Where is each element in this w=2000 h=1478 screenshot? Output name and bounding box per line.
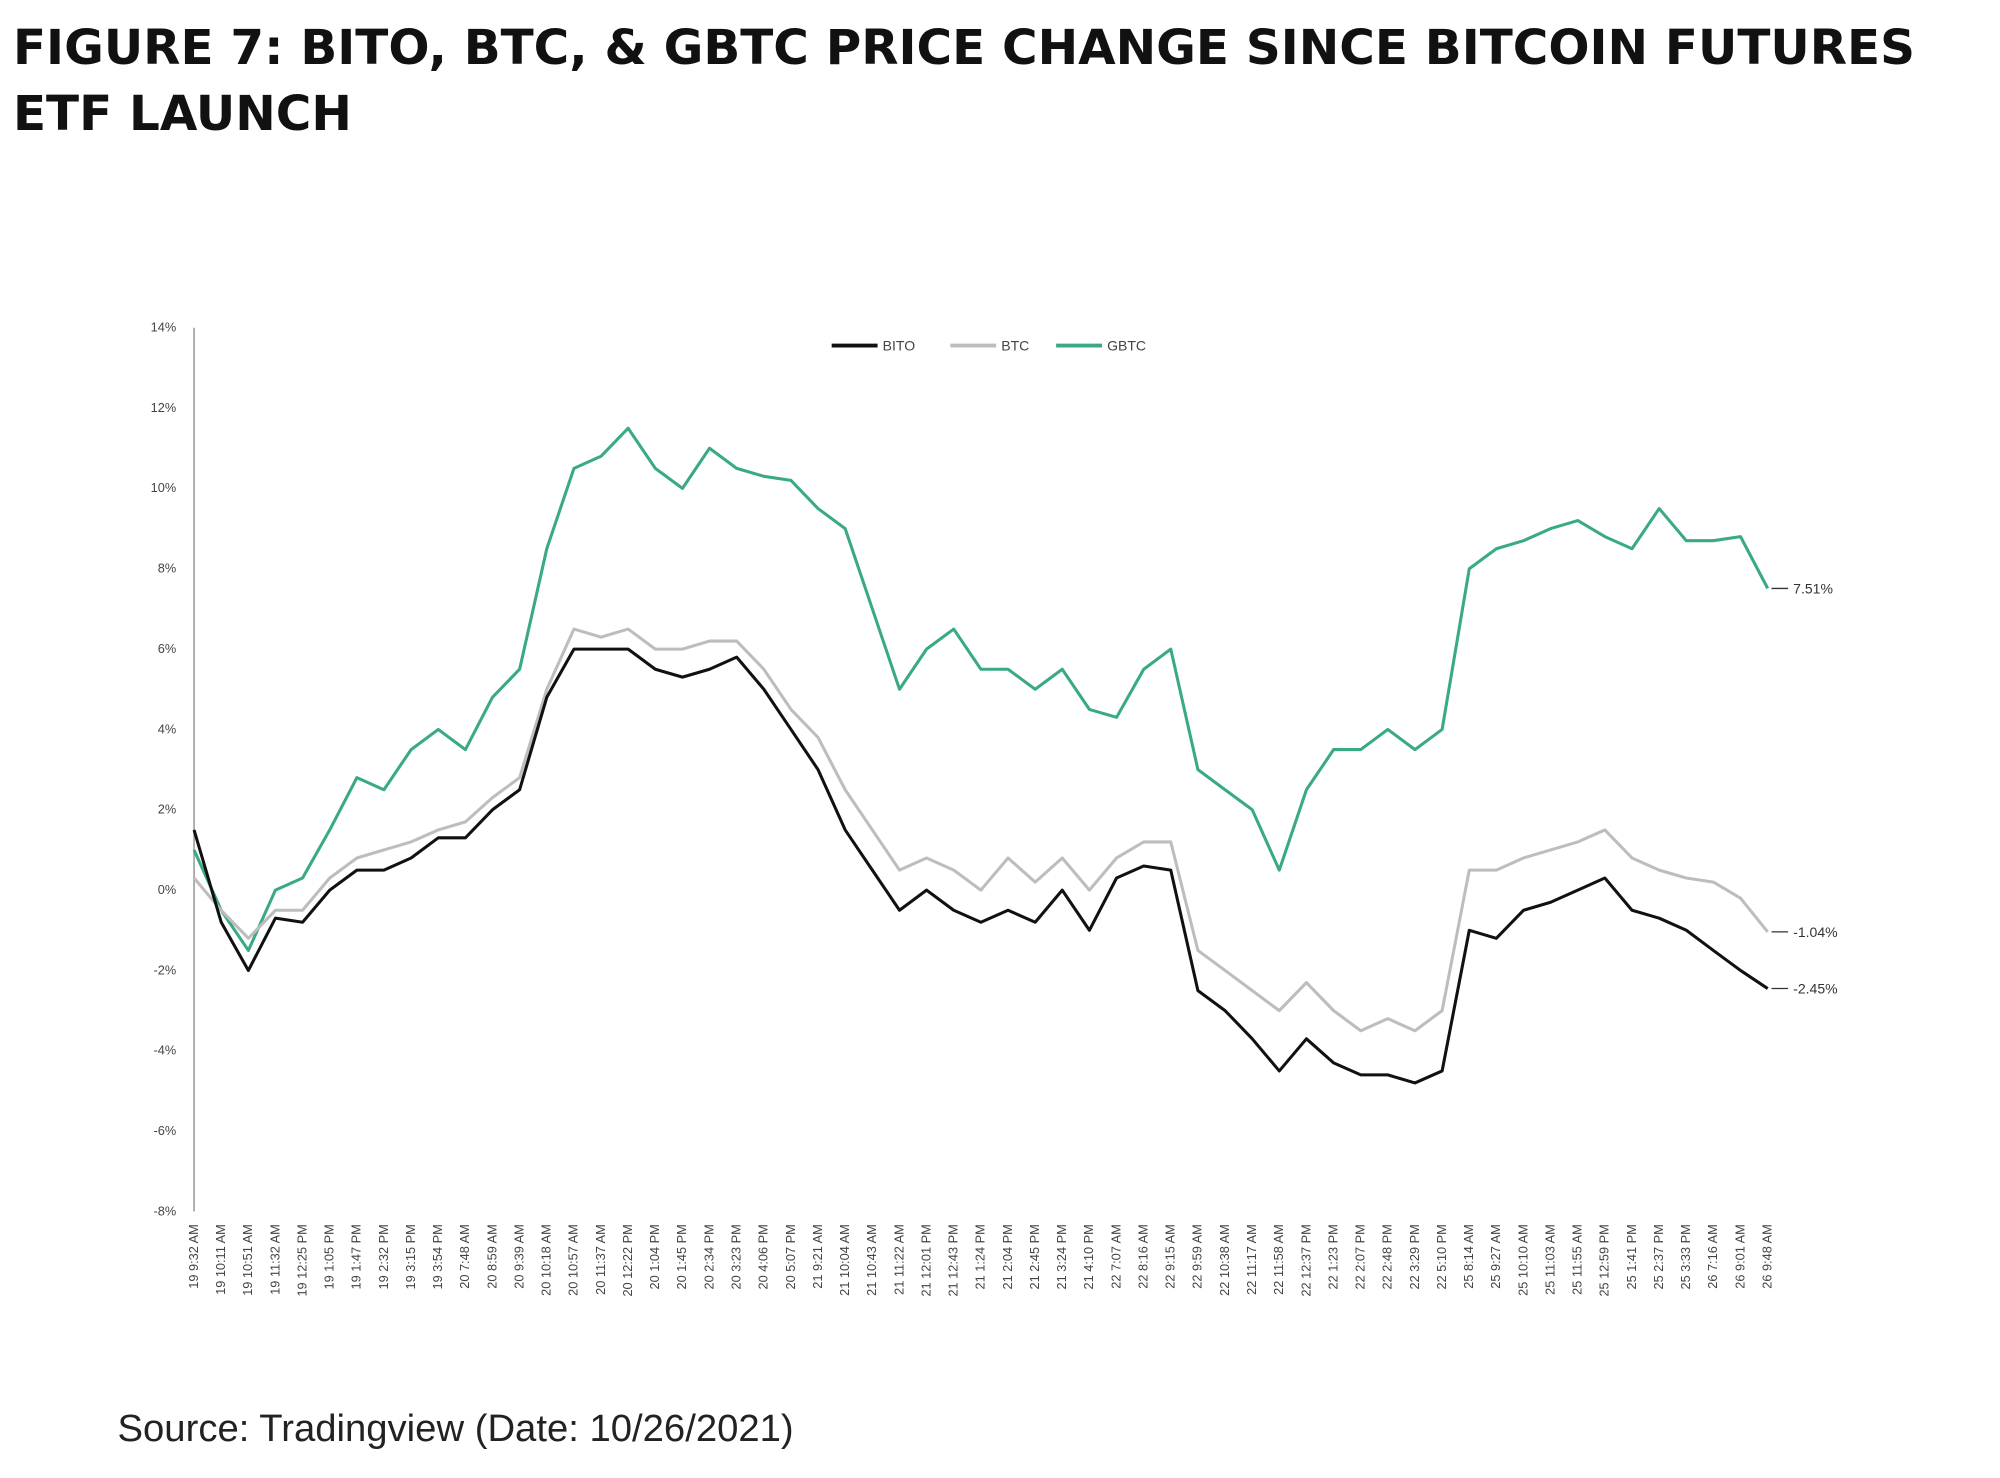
x-tick-label: 19 9:32 AM (186, 1224, 201, 1289)
y-tick-label: -8% (154, 1203, 177, 1218)
x-tick-label: 22 10:38 AM (1217, 1224, 1232, 1296)
x-tick-label: 19 12:25 PM (294, 1224, 309, 1296)
x-tick-label: 19 10:51 AM (240, 1224, 255, 1296)
x-tick-label: 22 7:07 AM (1108, 1224, 1123, 1289)
y-tick-label: 14% (151, 320, 177, 335)
x-tick-label: 25 8:14 AM (1461, 1224, 1476, 1289)
x-tick-label: 19 2:32 PM (376, 1224, 391, 1289)
x-tick-label: 20 10:18 AM (539, 1224, 554, 1296)
x-tick-label: 20 11:37 AM (593, 1224, 608, 1295)
legend-label-bito: BITO (883, 338, 916, 354)
x-tick-label: 22 5:10 PM (1434, 1224, 1449, 1289)
legend: BITO BTC GBTC (831, 338, 1146, 354)
x-tick-label: 21 10:43 AM (864, 1224, 879, 1296)
y-tick-label: 2% (158, 802, 176, 817)
x-tick-label: 20 1:04 PM (647, 1224, 662, 1289)
end-label-btc: -1.04% (1793, 924, 1837, 940)
x-tick-label: 22 2:07 PM (1353, 1224, 1368, 1289)
x-tick-label: 21 12:01 PM (918, 1224, 933, 1296)
legend-label-btc: BTC (1001, 338, 1029, 354)
x-tick-label: 22 1:23 PM (1325, 1224, 1340, 1289)
x-tick-label: 22 12:37 PM (1298, 1224, 1313, 1296)
x-tick-label: 21 3:24 PM (1054, 1224, 1069, 1289)
x-tick-label: 22 9:59 AM (1190, 1224, 1205, 1289)
chart-plot: 14% 12% 10% 8% 6% 4% 2% 0% -2% -4% -6% -8% 19 9:32 … (151, 320, 1838, 1297)
x-tick-label: 25 12:59 PM (1597, 1224, 1612, 1296)
x-tick-label: 20 2:34 PM (701, 1224, 716, 1289)
source-note: Source: Tradingview (Date: 10/26/2021) (118, 1407, 794, 1450)
figure-title-line1: FIGURE 7: BITO, BTC, & GBTC PRICE CHANGE… (13, 20, 1915, 76)
x-tick-label: 22 8:16 AM (1135, 1224, 1150, 1289)
x-tick-label: 25 11:55 AM (1570, 1224, 1585, 1295)
x-axis-ticks: 19 9:32 AM 19 10:11 AM 19 10:51 AM 19 11:32… (186, 1224, 1775, 1296)
y-tick-label: -4% (154, 1043, 177, 1058)
end-label-gbtc: 7.51% (1793, 581, 1833, 597)
x-tick-label: 19 3:54 PM (430, 1224, 445, 1289)
y-tick-label: 4% (158, 721, 176, 736)
y-tick-label: 6% (158, 641, 176, 656)
x-tick-label: 19 11:32 AM (267, 1224, 282, 1295)
y-tick-label: -2% (154, 962, 177, 977)
x-tick-label: 20 10:57 AM (566, 1224, 581, 1296)
x-tick-label: 25 10:10 AM (1515, 1224, 1530, 1296)
x-tick-label: 21 1:24 PM (973, 1224, 988, 1289)
figure-title-line2: ETF LAUNCH (13, 86, 352, 142)
series-line-gbtc (192, 426, 1770, 952)
y-tick-label: -6% (154, 1123, 177, 1138)
y-tick-label: 10% (151, 480, 177, 495)
x-tick-label: 20 7:48 AM (457, 1224, 472, 1289)
x-tick-label: 25 3:33 PM (1678, 1224, 1693, 1289)
x-tick-label: 21 11:22 AM (891, 1224, 906, 1295)
x-tick-label: 21 9:21 AM (810, 1224, 825, 1289)
y-tick-label: 0% (158, 882, 176, 897)
x-tick-label: 26 9:01 AM (1732, 1224, 1747, 1289)
x-tick-label: 22 9:15 AM (1163, 1224, 1178, 1289)
series-lines (192, 426, 1770, 1085)
x-tick-label: 20 9:39 AM (511, 1224, 526, 1289)
x-tick-label: 20 5:07 PM (783, 1224, 798, 1289)
x-tick-label: 25 1:41 PM (1624, 1224, 1639, 1289)
x-tick-label: 19 1:05 PM (322, 1224, 337, 1289)
x-tick-label: 19 10:11 AM (213, 1224, 228, 1295)
x-tick-label: 20 8:59 AM (484, 1224, 499, 1289)
x-tick-label: 19 1:47 PM (349, 1224, 364, 1289)
series-line-btc (192, 627, 1769, 1033)
x-tick-label: 25 9:27 AM (1488, 1224, 1503, 1289)
x-tick-label: 22 2:48 PM (1380, 1224, 1395, 1289)
end-label-bito: -2.45% (1793, 981, 1837, 997)
x-tick-label: 21 12:43 PM (946, 1224, 961, 1296)
x-tick-label: 21 2:45 PM (1027, 1224, 1042, 1289)
x-tick-label: 19 3:15 PM (403, 1224, 418, 1289)
x-tick-label: 21 2:04 PM (1000, 1224, 1015, 1289)
x-tick-label: 25 11:03 AM (1542, 1224, 1557, 1295)
x-tick-label: 26 9:48 AM (1760, 1224, 1775, 1289)
x-tick-label: 21 10:04 AM (837, 1224, 852, 1296)
y-tick-label: 12% (151, 400, 177, 415)
x-tick-label: 22 11:58 AM (1271, 1224, 1286, 1295)
x-tick-label: 20 1:45 PM (674, 1224, 689, 1289)
x-tick-label: 22 3:29 PM (1407, 1224, 1422, 1289)
x-tick-label: 26 7:16 AM (1705, 1224, 1720, 1289)
x-tick-label: 21 4:10 PM (1081, 1224, 1096, 1289)
y-tick-label: 8% (158, 561, 176, 576)
end-labels: 7.51% -1.04% -2.45% (1771, 581, 1838, 997)
series-line-bito (192, 647, 1769, 1085)
x-tick-label: 20 12:22 PM (620, 1224, 635, 1296)
legend-label-gbtc: GBTC (1107, 338, 1146, 354)
x-tick-label: 20 3:23 PM (729, 1224, 744, 1289)
x-tick-label: 20 4:06 PM (756, 1224, 771, 1289)
y-axis-ticks: 14% 12% 10% 8% 6% 4% 2% 0% -2% -4% -6% -8% (151, 320, 177, 1219)
x-tick-label: 25 2:37 PM (1651, 1224, 1666, 1289)
x-tick-label: 22 11:17 AM (1244, 1224, 1259, 1295)
